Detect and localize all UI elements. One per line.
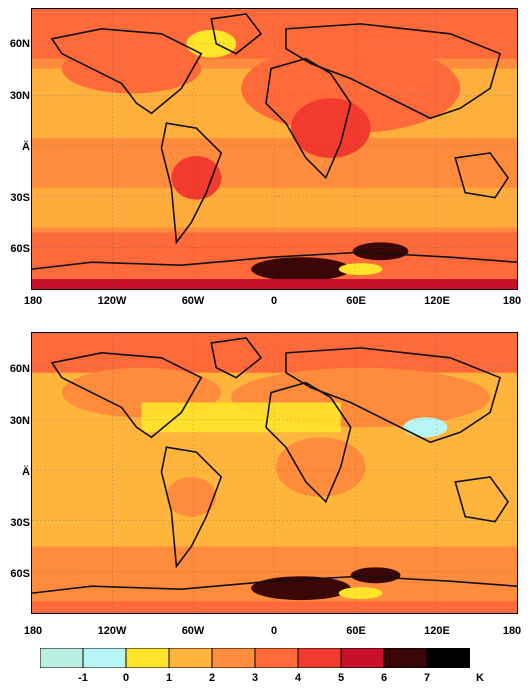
- colorbar-swatch: [168, 648, 213, 668]
- colorbar-swatch: [254, 648, 299, 668]
- colorbar-swatch: [426, 648, 470, 668]
- lon-label: 120E: [424, 295, 450, 307]
- lon-label: 0: [270, 295, 278, 307]
- colorbar-tick: 0: [122, 672, 130, 684]
- coastlines-bottom: [32, 337, 517, 594]
- lon-label: 180: [23, 625, 43, 637]
- lon-label: 120W: [97, 295, 127, 307]
- colorbar-swatch: [297, 648, 342, 668]
- lon-label: 60E: [346, 295, 366, 307]
- lon-label: 180: [502, 295, 522, 307]
- colorbar-tick: 7: [423, 672, 431, 684]
- colorbar-swatch: [40, 648, 84, 668]
- map-bottom-canvas: [32, 333, 517, 613]
- colorbar-tick: -1: [78, 672, 88, 684]
- colorbar-swatches: [40, 648, 470, 668]
- colorbar-unit: K: [476, 672, 484, 684]
- lon-label: 180: [23, 295, 43, 307]
- lon-label: 60W: [181, 295, 205, 307]
- coastlines-top: [32, 13, 517, 270]
- colorbar-swatch: [211, 648, 256, 668]
- lon-label: 0: [270, 625, 278, 637]
- lon-label: 60E: [346, 625, 366, 637]
- lat-label: Ä: [22, 141, 30, 153]
- colorbar-tick: 6: [380, 672, 388, 684]
- lon-label: 180: [502, 625, 522, 637]
- colorbar-swatch: [340, 648, 385, 668]
- colorbar-swatch: [82, 648, 127, 668]
- lat-label: Ä: [22, 466, 30, 478]
- map-top-canvas: [32, 9, 517, 289]
- lat-label: 30N: [9, 90, 30, 102]
- colorbar-swatch: [125, 648, 170, 668]
- lon-label: 120E: [424, 625, 450, 637]
- colorbar-swatch: [383, 648, 428, 668]
- lat-label: 30S: [10, 192, 30, 204]
- lat-label: 60N: [9, 363, 30, 375]
- colorbar-tick: 4: [294, 672, 302, 684]
- colorbar-tick: 2: [208, 672, 216, 684]
- lat-label: 30N: [9, 415, 30, 427]
- colorbar-tick: 5: [337, 672, 345, 684]
- map-panel-bottom: [31, 332, 518, 614]
- lat-label: 60S: [10, 568, 30, 580]
- lon-label: 60W: [181, 625, 205, 637]
- colorbar: [40, 648, 470, 668]
- lat-label: 60S: [10, 243, 30, 255]
- lat-label: 60N: [9, 38, 30, 50]
- map-panel-top: [31, 8, 518, 290]
- lon-label: 120W: [97, 625, 127, 637]
- lat-label: 30S: [10, 517, 30, 529]
- colorbar-tick: 3: [251, 672, 259, 684]
- colorbar-tick: 1: [165, 672, 173, 684]
